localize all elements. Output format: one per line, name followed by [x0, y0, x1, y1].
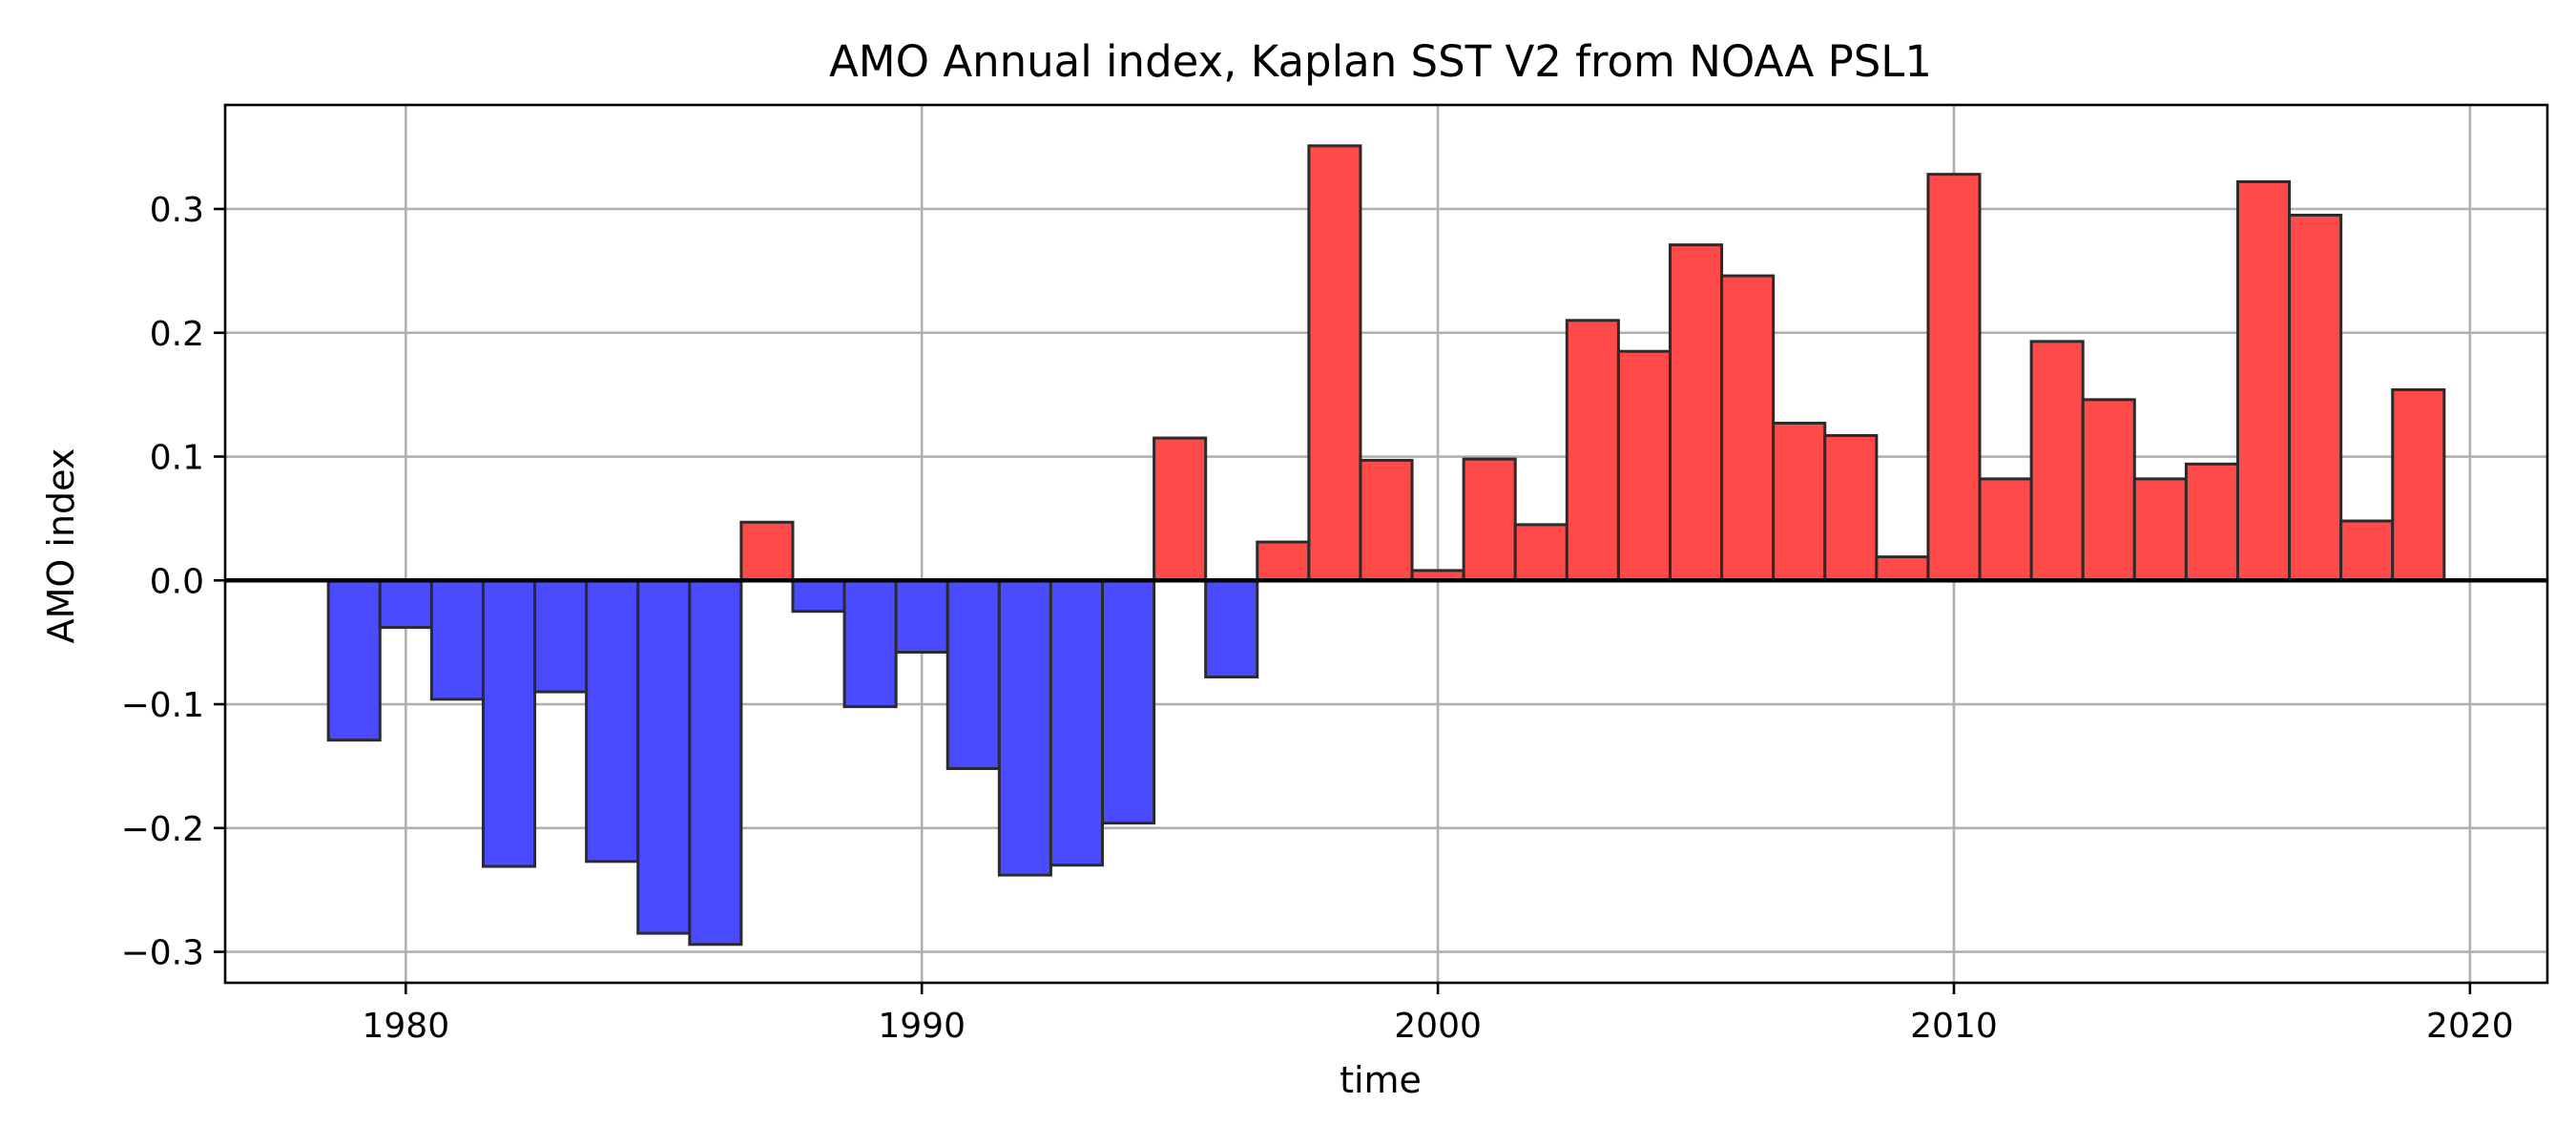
- bar-2018: [2339, 519, 2395, 582]
- bar-1987: [739, 520, 795, 582]
- bar-1990: [894, 578, 949, 655]
- bar-2016: [2235, 179, 2292, 582]
- bar-1991: [945, 578, 1001, 771]
- y-tick-label: 0.3: [150, 191, 204, 230]
- bar-2001: [1462, 457, 1517, 582]
- chart-title: AMO Annual index, Kaplan SST V2 from NOA…: [829, 36, 1932, 87]
- bar-1983: [533, 578, 589, 694]
- bar-2005: [1668, 243, 1724, 582]
- bar-1989: [842, 578, 898, 709]
- plot-frame: [223, 103, 2549, 985]
- bar-2015: [2184, 462, 2239, 582]
- bar-2009: [1875, 555, 1930, 582]
- bar-2010: [1926, 173, 1982, 582]
- ticks: 1980 1990 2000 2010 2020 −0.3 −0.2 −0.1 0.0 0.1 0.…: [121, 191, 2514, 1046]
- bar-1985: [636, 578, 692, 935]
- y-tick-label: −0.2: [121, 810, 204, 849]
- bar-2019: [2391, 387, 2446, 582]
- x-tick-label: 2000: [1394, 1007, 1482, 1046]
- bar-2013: [2081, 398, 2136, 582]
- bar-1993: [1049, 578, 1105, 867]
- bar-1999: [1359, 458, 1414, 582]
- x-axis-label: time: [1340, 1059, 1422, 1101]
- bar-2008: [1823, 433, 1879, 582]
- bar-1997: [1256, 540, 1311, 582]
- y-tick-label: 0.0: [150, 562, 204, 601]
- bar-2017: [2288, 213, 2343, 582]
- y-axis-label: AMO index: [40, 448, 82, 644]
- bar-2004: [1616, 349, 1672, 582]
- bar-1995: [1153, 436, 1208, 582]
- bar-2012: [2029, 340, 2085, 582]
- y-tick-label: 0.1: [150, 439, 204, 478]
- bar-1980: [378, 578, 433, 630]
- y-tick-label: −0.1: [121, 686, 204, 725]
- bar-1986: [688, 578, 743, 947]
- bar-2002: [1513, 523, 1568, 582]
- bar-1994: [1101, 578, 1156, 825]
- y-tick-label: −0.3: [121, 934, 204, 973]
- bar-2014: [2132, 477, 2188, 582]
- bars: [326, 144, 2446, 947]
- bar-1998: [1307, 144, 1362, 582]
- bar-1992: [997, 578, 1052, 877]
- bar-2006: [1720, 274, 1776, 582]
- bar-1996: [1204, 578, 1259, 678]
- bar-2011: [1978, 477, 2033, 582]
- bar-1982: [481, 578, 537, 868]
- bar-2003: [1565, 319, 1620, 582]
- y-tick-label: 0.2: [150, 315, 204, 354]
- x-tick-label: 2020: [2426, 1007, 2514, 1046]
- x-tick-label: 1980: [362, 1007, 449, 1046]
- bar-1984: [585, 578, 640, 864]
- bar-2007: [1772, 421, 1827, 582]
- bar-1979: [326, 578, 382, 742]
- x-tick-label: 2010: [1910, 1007, 1998, 1046]
- x-tick-label: 1990: [878, 1007, 966, 1046]
- bar-1981: [429, 578, 485, 701]
- bar-1988: [791, 578, 846, 614]
